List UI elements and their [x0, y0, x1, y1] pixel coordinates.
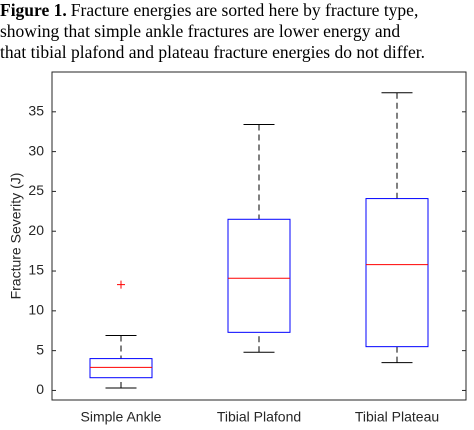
axes-frame	[51, 71, 467, 401]
x-tick-label: Tibial Plafond	[217, 409, 301, 425]
y-tick-label: 5	[36, 341, 44, 357]
caption-text: Fracture energies are sorted here by fra…	[71, 0, 419, 20]
y-tick-label: 25	[28, 182, 44, 198]
caption-line: Figure 1. Fracture energies are sorted he…	[0, 0, 418, 20]
y-tick-label: 15	[28, 262, 44, 278]
box	[227, 218, 291, 333]
y-tick-label: 30	[28, 142, 44, 158]
box	[365, 198, 429, 348]
caption-line: showing that simple ankle fractures are …	[0, 21, 400, 41]
y-tick-label: 35	[28, 103, 44, 119]
y-tick-label: 10	[28, 302, 44, 318]
y-axis-label: Fracture Severity (J)	[8, 173, 24, 300]
caption-label: Figure 1.	[0, 0, 67, 20]
caption-line: that tibial plafond and plateau fracture…	[0, 42, 425, 62]
box	[89, 358, 153, 379]
y-tick-label: 0	[36, 381, 44, 397]
y-tick-label: 20	[28, 222, 44, 238]
outlier	[117, 280, 125, 289]
x-tick-label: Simple Ankle	[81, 409, 162, 425]
x-tick-label: Tibial Plateau	[355, 409, 439, 425]
